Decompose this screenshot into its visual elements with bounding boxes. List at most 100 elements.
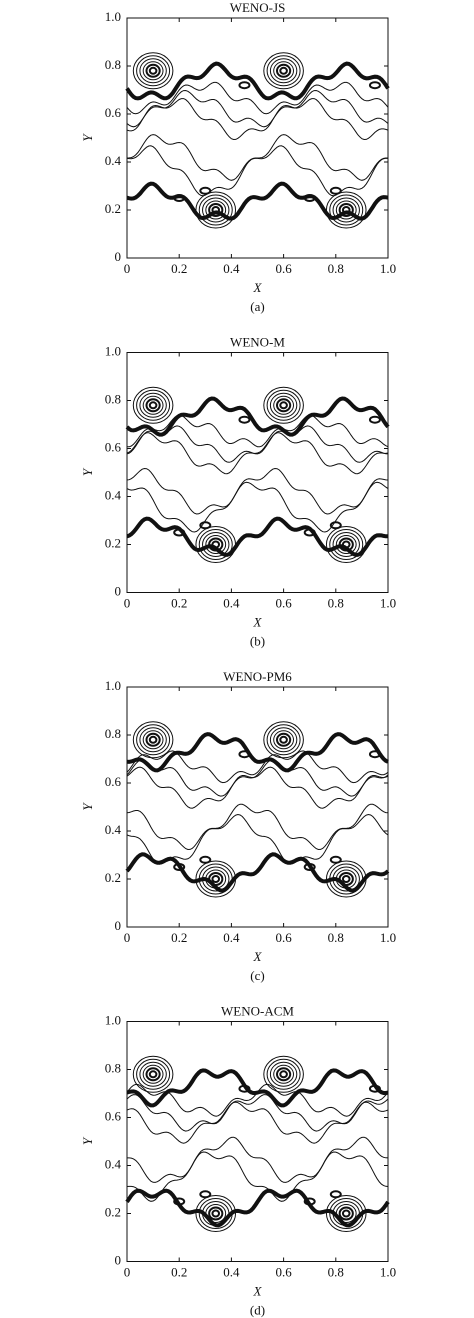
- vortex: [139, 1061, 167, 1087]
- vortex: [132, 52, 174, 90]
- y-tick-label: 0.4: [105, 1156, 122, 1171]
- vortex: [269, 58, 298, 84]
- vortex: [211, 540, 221, 549]
- vortex: [368, 81, 381, 90]
- contour-line: [125, 396, 390, 437]
- y-tick-label: 0.8: [105, 391, 121, 406]
- contour-line: [126, 481, 389, 533]
- contour-line: [126, 425, 389, 463]
- caption: (b): [250, 633, 265, 648]
- vortex: [238, 1084, 251, 1093]
- x-tick-label: 0.8: [328, 595, 344, 610]
- chart-title: WENO-PM6: [223, 669, 292, 684]
- panel: WENO-M 0 0.2 0.4 0.6 0.8 1.0 0 0.2 0.4 0.6 0.8 1.0 X Y…: [80, 334, 396, 648]
- vortex: [329, 1198, 364, 1229]
- vortex: [208, 537, 224, 552]
- caption: (d): [250, 1302, 265, 1317]
- y-tick-label: 0: [115, 1252, 122, 1267]
- vortex: [273, 395, 295, 415]
- caption: (c): [250, 968, 264, 983]
- contour-line: [126, 432, 389, 475]
- vortex: [205, 1204, 227, 1223]
- vortex: [142, 61, 164, 81]
- x-tick-label: 0: [124, 930, 131, 945]
- contour-line: [126, 1083, 389, 1117]
- x-tick-label: 1.0: [380, 1264, 396, 1279]
- vortex: [329, 855, 342, 864]
- vortex: [325, 1195, 367, 1232]
- contour-line: [126, 750, 389, 784]
- vortex: [142, 395, 164, 415]
- vortex: [329, 1190, 342, 1199]
- vortex: [148, 401, 158, 410]
- vortex: [329, 186, 342, 195]
- x-tick-label: 0.4: [223, 595, 240, 610]
- vortex: [142, 730, 164, 750]
- y-tick-label: 0.2: [105, 870, 121, 885]
- vortex: [136, 1058, 171, 1090]
- vortex: [329, 863, 364, 895]
- vortex: [279, 735, 288, 744]
- vortex: [338, 872, 354, 886]
- vortex: [341, 875, 351, 883]
- x-tick-label: 0: [124, 261, 131, 276]
- vortex: [338, 203, 354, 217]
- vortex: [325, 526, 367, 563]
- contour-line: [126, 803, 389, 851]
- x-tick-label: 0.6: [275, 930, 292, 945]
- vortex: [266, 55, 301, 87]
- vortex: [273, 730, 295, 750]
- x-tick-label: 1.0: [380, 261, 396, 276]
- x-tick-label: 0.8: [328, 1264, 344, 1279]
- vortex: [132, 1055, 174, 1093]
- chart-title: WENO-ACM: [221, 1003, 294, 1018]
- x-tick-label: 0.6: [275, 595, 292, 610]
- x-axis-label: X: [253, 280, 263, 295]
- x-axis-label: X: [253, 614, 263, 629]
- vortex: [205, 869, 227, 889]
- y-tick-label: 0.6: [105, 1108, 122, 1123]
- contour-line: [125, 1188, 390, 1228]
- contour-line: [126, 134, 388, 181]
- vortex: [145, 1067, 161, 1082]
- x-tick-label: 0.4: [223, 930, 240, 945]
- y-axis-label: Y: [80, 133, 95, 142]
- panel: WENO-PM6 0 0.2 0.4 0.6 0.8 1.0 0 0.2 0.4 0.6 0.8 1.0…: [80, 669, 396, 983]
- y-axis-label: Y: [80, 1136, 95, 1145]
- vortex: [338, 1206, 354, 1221]
- vortex: [325, 860, 367, 898]
- vortex: [202, 1201, 230, 1226]
- vortex: [329, 194, 364, 226]
- vortex: [145, 398, 161, 413]
- x-tick-label: 0.2: [171, 595, 187, 610]
- vortex: [173, 528, 186, 537]
- vortex: [276, 398, 292, 413]
- vortex: [332, 197, 360, 223]
- y-tick-label: 1.0: [105, 1012, 121, 1027]
- vortex: [273, 1064, 295, 1084]
- vortex: [136, 55, 171, 87]
- panel: WENO-JS 0 0.2 0.4 0.6 0.8 1.0 0 0.2 0.4 0.6 0.8 1.0 X…: [80, 0, 396, 314]
- chart-title: WENO-M: [230, 334, 285, 349]
- vortex: [195, 526, 237, 563]
- contour-line: [126, 145, 389, 197]
- plot-frame: [126, 686, 389, 928]
- y-tick-label: 0: [115, 249, 122, 264]
- vortex: [195, 191, 237, 229]
- vortex: [263, 386, 304, 424]
- vortex: [211, 875, 221, 883]
- vortex: [238, 750, 251, 759]
- vortex: [303, 528, 316, 537]
- vortex: [199, 521, 212, 530]
- y-tick-label: 0: [115, 918, 122, 933]
- vortex: [148, 1070, 158, 1079]
- vortex: [202, 866, 230, 892]
- caption: (a): [250, 299, 264, 314]
- contour-line: [126, 813, 389, 865]
- vortex: [335, 869, 357, 889]
- vortex: [198, 863, 233, 895]
- x-axis-label: X: [253, 1283, 263, 1298]
- vortex: [199, 186, 212, 195]
- y-tick-label: 0.2: [105, 535, 121, 550]
- vortex: [263, 721, 304, 759]
